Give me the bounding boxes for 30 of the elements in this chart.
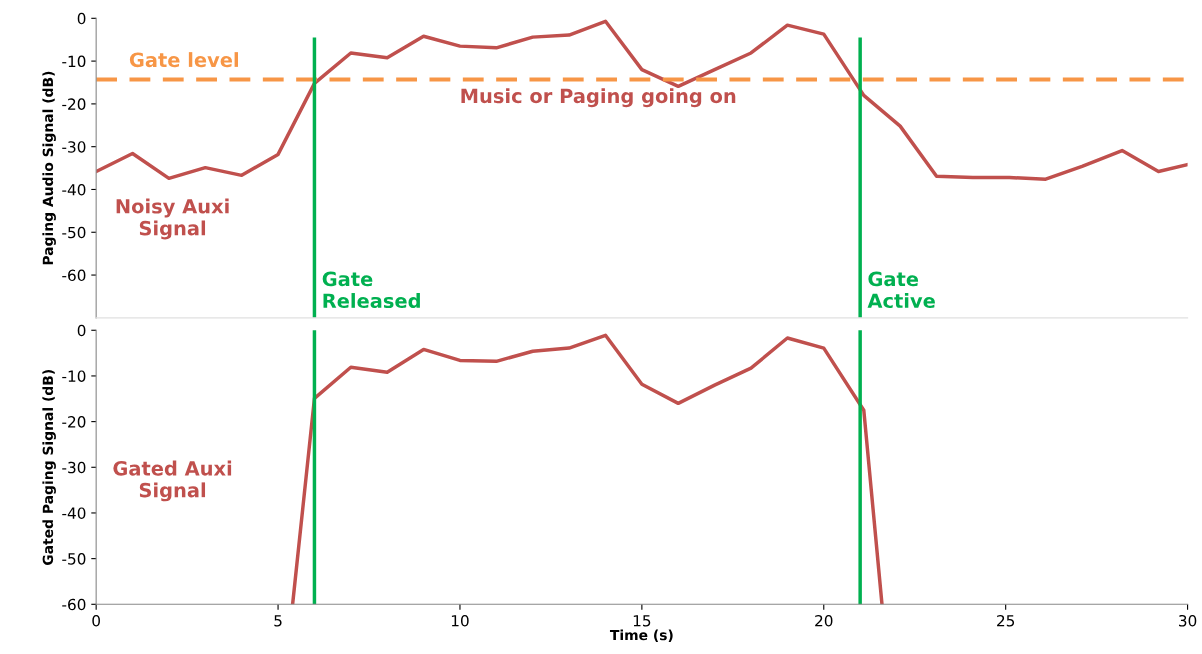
y-tick-label: -30: [62, 461, 86, 474]
y-tick-label: -50: [62, 226, 86, 239]
x-axis-title: Time (s): [609, 629, 673, 642]
y-tick-label: -10: [62, 55, 86, 68]
x-tick-label: 15: [633, 615, 651, 627]
x-tick-label: 10: [451, 614, 469, 627]
y-tick-label: -40: [62, 507, 86, 519]
y-tick-label: -20: [62, 98, 86, 110]
annotation: Music or Paging going on: [461, 88, 736, 108]
y-axis-title: Gated Paging Signal (dB): [42, 370, 56, 566]
y-tick-label: -40: [62, 183, 86, 196]
y-axis-title: Paging Audio Signal (dB): [42, 71, 56, 265]
y-tick-label: 0: [77, 324, 86, 337]
ref-line-label: Gate Released: [322, 271, 420, 309]
y-tick-label: -60: [62, 598, 86, 611]
y-tick-label: -50: [62, 553, 86, 565]
y-tick-label: -60: [62, 269, 86, 282]
y-tick-label: -10: [62, 370, 86, 382]
annotation: Gated Auxi Signal: [113, 460, 232, 502]
x-tick-label: 25: [997, 614, 1015, 627]
x-tick-label: 20: [815, 614, 833, 627]
annotation: Noisy Auxi Signal: [116, 198, 229, 240]
ref-line-label: Gate Active: [867, 271, 935, 309]
x-tick-label: 0: [92, 614, 101, 627]
y-tick-label: -30: [62, 141, 86, 153]
x-tick-label: 30: [1179, 614, 1197, 627]
ref-line-label: Gate level: [129, 52, 238, 68]
y-tick-label: -20: [62, 416, 86, 428]
x-tick-label: 5: [274, 615, 282, 627]
y-tick-label: 0: [77, 12, 86, 25]
